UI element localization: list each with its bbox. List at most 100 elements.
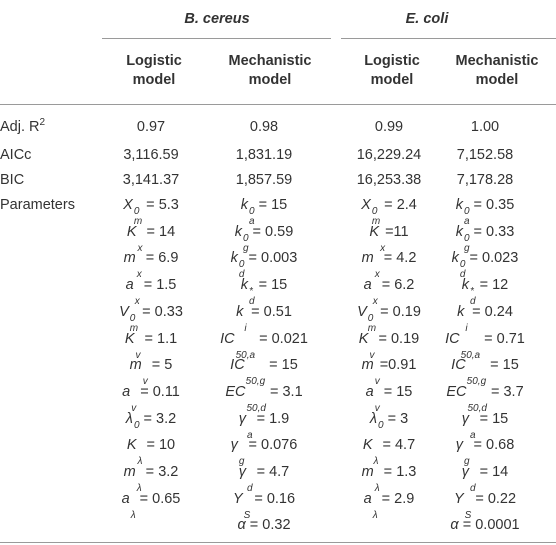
param-subscript: v [142,376,148,388]
param-e-coli-logistic: a v = 15 [366,384,413,414]
param-subscript: 50,d [467,402,487,414]
param-symbol: K [358,330,369,347]
param-symbol: EC [225,383,246,400]
param-e-coli-mechanistic: γ a = 15 [462,411,508,441]
param-e-coli-logistic: a x = 6.2 [364,277,415,307]
param-e-coli-mechanistic: k * d = 12 [462,277,508,307]
param-subscript: g [238,456,245,468]
param-indices: x [138,234,143,254]
param-equals: = [379,464,397,480]
param-symbol: λ [369,410,377,427]
param-value: 15 [271,197,288,213]
row-label-superscript: 2 [39,117,46,128]
param-symbol: k [230,250,238,267]
param-equals: = [138,303,155,320]
group-rule-b-cereus [102,38,331,39]
param-symbol: IC [220,330,235,347]
param-symbol: IC [451,357,466,374]
param-superscript: 0 [371,206,378,217]
param-subscript: v [374,402,380,414]
param-symbol: K [362,437,373,454]
param-symbol: k [455,197,463,213]
param-value: 1.1 [157,330,178,347]
param-b-cereus-mechanistic: Y S = 0.16 [233,491,295,521]
param-equals: = [480,330,497,347]
param-e-coli-mechanistic: k i = 0.24 [457,304,513,334]
param-superscript: 0 [242,232,249,244]
param-equals: = [380,197,397,213]
param-equals: = [376,303,393,320]
param-indices: d [470,474,476,494]
param-b-cereus-mechanistic: EC 50,d = 3.1 [225,384,302,414]
param-subscript: x [372,296,378,308]
group-rule-e-coli [341,38,556,39]
param-symbol: Y [232,490,243,507]
param-value: 5 [164,357,173,374]
param-subscript: 50,d [246,402,266,414]
param-subscript: a [249,216,255,227]
param-value: 0.023 [482,250,519,267]
param-subscript: λ [130,509,136,521]
group-header-e-coli: E. coli [405,11,449,27]
row-label-aicc: AICc [0,147,32,163]
param-value: 0.11 [152,383,180,400]
param-value: 0.68 [486,437,515,454]
param-value: 1.5 [156,277,177,294]
param-indices: g [239,447,245,467]
cell-value: 3,141.37 [122,172,180,188]
param-symbol: m [123,464,136,480]
param-subscript: 50,a [460,349,481,361]
param-equals: = [265,383,283,400]
param-symbol: a [363,490,372,507]
param-e-coli-logistic: K λ = 4.7 [363,437,415,467]
column-header-line: model [370,72,414,88]
param-symbol: k [451,250,459,267]
param-subscript: λ [373,456,379,468]
param-value: 0.021 [271,330,308,347]
param-symbol: IC [230,357,245,374]
param-equals: = [377,277,395,294]
param-symbol: m [361,464,374,480]
param-symbol: IC [445,330,460,347]
row-label-text: Adj. R [0,119,40,135]
param-subscript: v [131,402,137,414]
param-equals: = [141,464,159,480]
param-value: 15 [492,410,509,427]
param-e-coli-logistic: m x = 4.2 [362,250,417,280]
param-value: 3.2 [158,464,179,480]
param-equals: = [378,437,395,454]
param-indices: 50,d [467,394,486,414]
param-b-cereus-logistic: m v = 5 [130,357,173,387]
cell-value: 0.97 [136,119,166,135]
param-indices: x [135,287,140,307]
param-symbol: X [361,197,371,213]
param-subscript: a [463,216,470,227]
param-value: 10 [158,437,176,454]
param-e-coli-mechanistic: Y S = 0.22 [454,491,516,521]
param-value: 0.19 [390,330,420,347]
param-symbol: a [363,277,372,294]
param-b-cereus-mechanistic: IC 50,g = 15 [230,357,298,387]
param-indices: λ [131,501,136,521]
param-e-coli-logistic: m λ = 1.3 [362,464,417,494]
param-equals: = [252,464,270,480]
param-equals: = [468,303,485,320]
param-value: 0.91 [388,357,417,374]
param-equals: = [135,490,153,507]
param-value: 0.003 [261,250,298,267]
param-value: 0.59 [265,223,294,240]
cell-value: 0.99 [374,119,404,135]
group-header-b-cereus: B. cereus [184,11,250,27]
param-subscript: m [371,216,381,227]
param-equals: = [469,437,487,454]
param-b-cereus-mechanistic: γ g = 0.076 [231,437,298,467]
param-equals: = [250,490,267,507]
param-equals: = [385,223,394,240]
